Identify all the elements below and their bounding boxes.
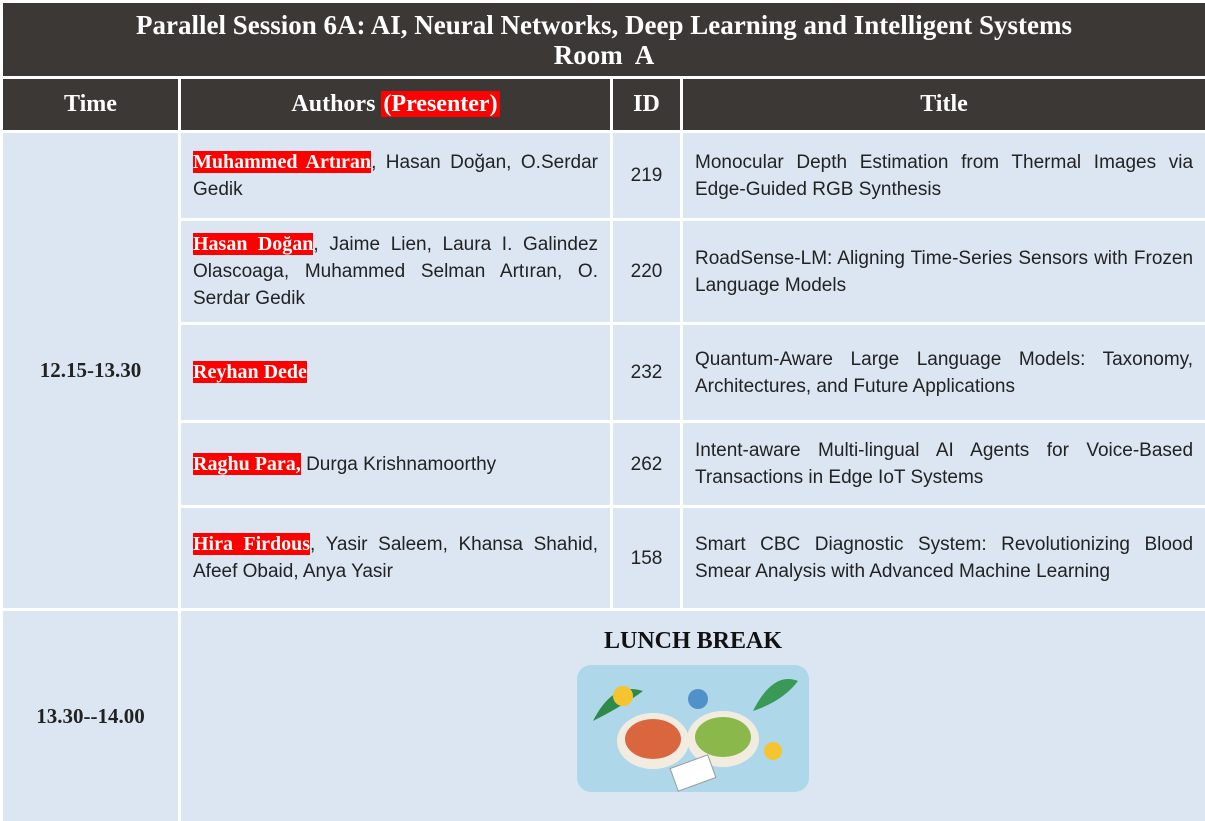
- coauthors: Durga Krishnamoorthy: [300, 453, 497, 475]
- presenter: Raghu Para,: [193, 452, 301, 475]
- presenter: Reyhan Dede: [193, 361, 307, 383]
- paper-id: 262: [610, 420, 683, 508]
- talk-row: Reyhan Dede 232 Quantum-Aware Large Langua…: [2, 322, 1205, 423]
- lunch-image: [577, 665, 810, 792]
- coauthors: , Hasan Doğan, O.Serdar Gedik: [193, 151, 598, 200]
- paper-title: Intent-aware Multi-lingual AI Agents for…: [679, 420, 1205, 508]
- authors: Reyhan Dede: [178, 322, 613, 423]
- presenter: Hasan Doğan: [193, 233, 314, 255]
- presenter: Muhammed Artıran: [193, 150, 372, 173]
- coauthors: , Yasir Saleem, Khansa Shahid, Afeef Oba…: [193, 534, 599, 582]
- paper-title: Quantum-Aware Large Language Models: Tax…: [679, 322, 1205, 423]
- lunch-time: 13.30--14.00: [0, 608, 181, 821]
- authors-label: Authors: [291, 91, 376, 117]
- lunch-cell: LUNCH BREAK: [177, 608, 1205, 821]
- id-header: ID: [610, 76, 683, 133]
- talk-row: Hasan Doğan, Jaime Lien, Laura I. Galind…: [2, 218, 1205, 325]
- coauthors: , Jaime Lien, Laura I. Galindez Olascoag…: [193, 234, 599, 309]
- paper-id: 219: [610, 130, 683, 221]
- session-header: Parallel Session 6A: AI, Neural Networks…: [0, 0, 1205, 79]
- title-header: Title: [679, 76, 1205, 133]
- authors-header: Authors (Presenter): [178, 76, 613, 133]
- authors: Raghu Para, Durga Krishnamoorthy: [178, 420, 613, 508]
- talks: 12.15-13.30 Muhammed Artıran, Hasan Doğan…: [0, 130, 1205, 611]
- lunch-row: 13.30--14.00 LUNCH BREAK: [0, 608, 1205, 821]
- authors: Hira Firdous, Yasir Saleem, Khansa Shahi…: [178, 505, 613, 611]
- paper-title: RoadSense-LM: Aligning Time-Series Senso…: [679, 218, 1205, 325]
- session-title: Parallel Session 6A: AI, Neural Networks…: [136, 9, 1073, 40]
- paper-id: 158: [610, 505, 683, 611]
- talk-row: 12.15-13.30 Muhammed Artıran, Hasan Doğan…: [0, 130, 1205, 611]
- paper-title: Smart CBC Diagnostic System: Revolutioni…: [679, 505, 1205, 611]
- time-header: Time: [0, 76, 181, 133]
- paper-id: 232: [610, 322, 683, 423]
- talk-row: Raghu Para, Durga Krishnamoorthy 262 Inten…: [2, 420, 1205, 508]
- presenter-label: (Presenter): [381, 91, 500, 117]
- authors: Muhammed Artıran, Hasan Doğan, O.Serdar …: [178, 130, 613, 221]
- paper-id: 220: [610, 218, 683, 325]
- lunch-label: LUNCH BREAK: [604, 628, 783, 654]
- presenter: Hira Firdous: [193, 533, 311, 555]
- session-time: 12.15-13.30: [0, 130, 181, 611]
- talk-row: Hira Firdous, Yasir Saleem, Khansa Shahi…: [2, 505, 1205, 611]
- room: Room A: [553, 39, 655, 70]
- authors: Hasan Doğan, Jaime Lien, Laura I. Galind…: [178, 218, 613, 325]
- paper-title: Monocular Depth Estimation from Thermal …: [679, 130, 1205, 221]
